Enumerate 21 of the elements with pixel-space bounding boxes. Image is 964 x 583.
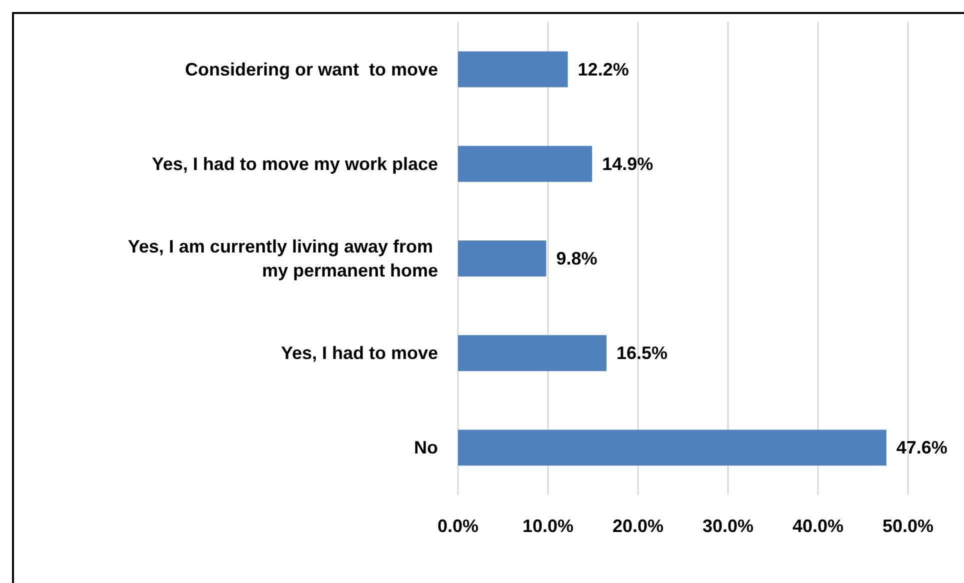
y-tick-label: Yes, I am currently living away from my permanent home <box>128 236 438 280</box>
y-tick-label: Considering or want to move <box>184 59 438 80</box>
x-tick-label: 20.0% <box>612 516 664 536</box>
x-tick-label: 10.0% <box>522 516 574 536</box>
x-tick-label: 40.0% <box>792 516 844 536</box>
data-label: 12.2% <box>578 59 629 80</box>
x-tick-label: 50.0% <box>882 516 934 536</box>
data-label: 9.8% <box>556 248 598 268</box>
y-tick-label: Yes, I had to move my work place <box>152 154 438 174</box>
x-tick-label: 30.0% <box>702 516 754 536</box>
bar <box>458 51 568 88</box>
data-label: 47.6% <box>896 438 948 458</box>
bar <box>458 146 592 182</box>
bar <box>458 240 546 276</box>
bar <box>458 430 886 466</box>
x-tick-label: 0.0% <box>437 516 479 536</box>
data-label: 16.5% <box>616 343 668 364</box>
data-label: 14.9% <box>602 154 654 174</box>
y-tick-label: Yes, I had to move <box>280 343 438 364</box>
y-tick-label: No <box>414 438 438 458</box>
bar <box>458 335 606 372</box>
